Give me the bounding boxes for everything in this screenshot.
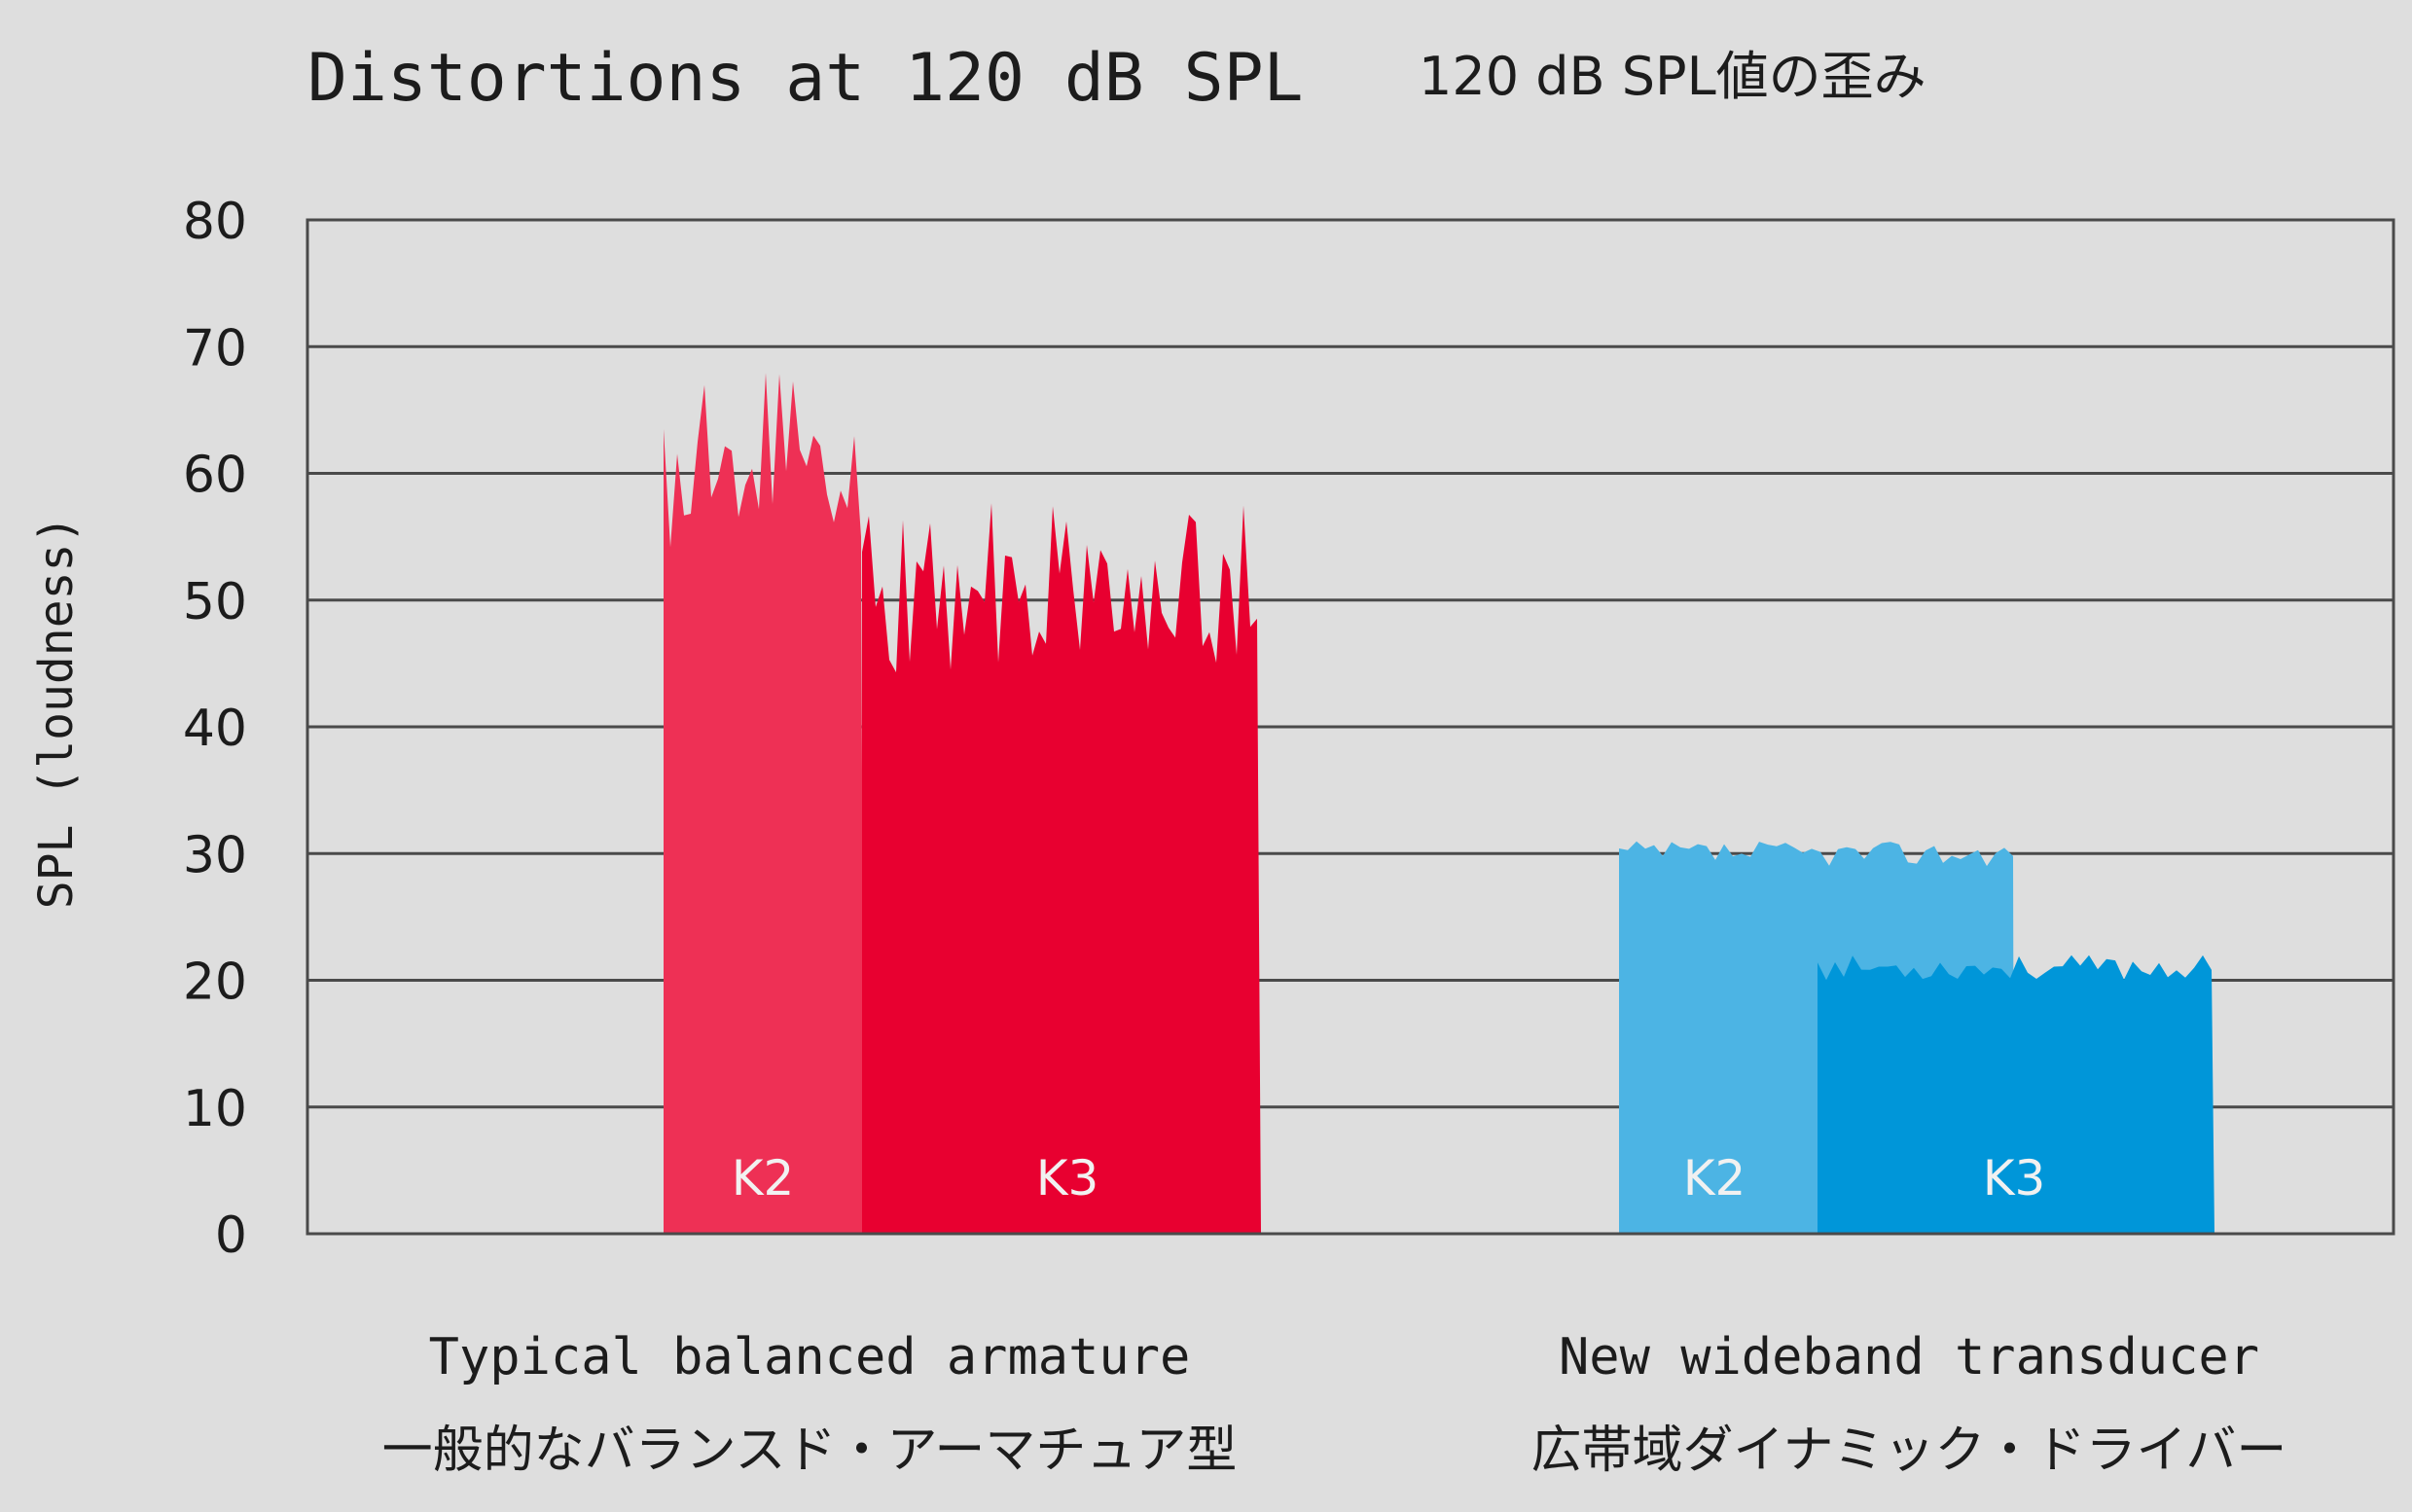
bar-label-k3-cat0: K3 <box>1036 1150 1099 1206</box>
chart-subtitle: 120 dB SPL値の歪み <box>1419 46 1926 107</box>
y-tick-label: 40 <box>183 700 247 758</box>
category-label-1: New wideband transducer <box>1559 1328 2259 1386</box>
bar-k3-cat0 <box>862 503 1261 1234</box>
bar-label-k2-cat0: K2 <box>732 1150 795 1206</box>
bar-label-k2-cat1: K2 <box>1683 1150 1746 1206</box>
category-label-0: Typical balanced armature <box>429 1328 1191 1386</box>
bar-label-k3-cat1: K3 <box>1983 1150 2046 1206</box>
y-tick-label: 10 <box>183 1080 247 1138</box>
bar-k3-cat1 <box>1818 954 2214 1234</box>
y-tick-labels: 0 10 20 30 40 50 60 70 80 <box>183 193 247 1265</box>
category-label-ja-0: 一般的なバランスド・アーマチュア型 <box>382 1422 1238 1480</box>
bar-k2-cat0 <box>664 373 864 1234</box>
plot-frame <box>306 218 2395 1236</box>
bars: K2 K2 K3 K3 <box>664 373 2214 1234</box>
y-tick-label: 0 <box>215 1206 247 1265</box>
y-tick-label: 70 <box>183 319 247 378</box>
category-label-ja-1: 広帯域ダイナミック・ドライバー <box>1531 1422 2287 1480</box>
y-axis-label: SPL (loudness) <box>29 516 84 910</box>
y-tick-label: 30 <box>183 826 247 884</box>
chart-title: Distortions at 120 dB SPL <box>307 40 1304 117</box>
labels: Distortions at 120 dB SPL 120 dB SPL値の歪み… <box>29 40 2286 1480</box>
y-tick-label: 60 <box>183 447 247 505</box>
y-tick-label: 50 <box>183 573 247 631</box>
y-tick-label: 20 <box>183 954 247 1012</box>
y-tick-label: 80 <box>183 193 247 251</box>
grid-lines <box>307 344 2394 1109</box>
